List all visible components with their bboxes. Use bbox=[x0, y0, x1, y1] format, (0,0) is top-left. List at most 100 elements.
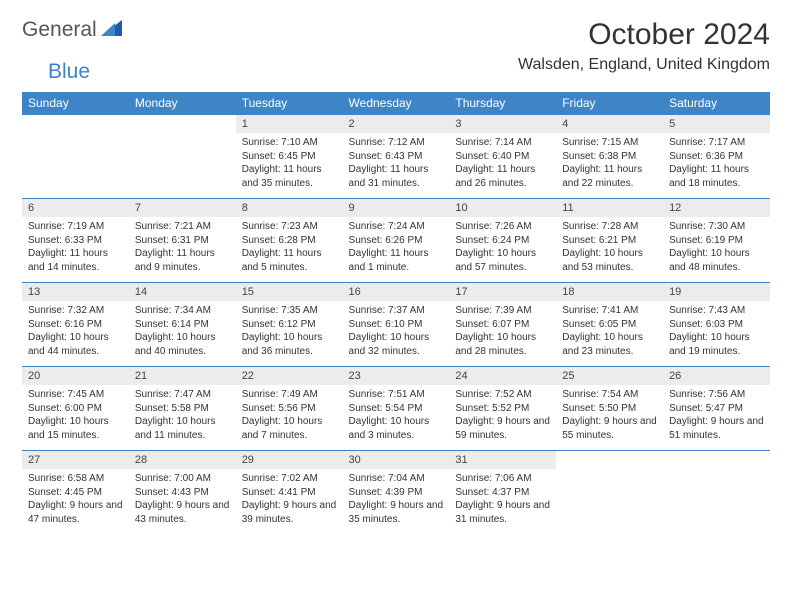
sunrise-text: Sunrise: 7:02 AM bbox=[242, 472, 337, 486]
weekday-header: Sunday bbox=[22, 92, 129, 115]
day-content-cell: Sunrise: 7:19 AMSunset: 6:33 PMDaylight:… bbox=[22, 217, 129, 283]
sunrise-text: Sunrise: 7:21 AM bbox=[135, 220, 230, 234]
sunset-text: Sunset: 4:41 PM bbox=[242, 486, 337, 500]
day-number-cell: 27 bbox=[22, 451, 129, 470]
weekday-header-row: Sunday Monday Tuesday Wednesday Thursday… bbox=[22, 92, 770, 115]
daylight-text: Daylight: 11 hours and 18 minutes. bbox=[669, 163, 764, 190]
calendar-page: General October 2024 Walsden, England, U… bbox=[0, 0, 792, 552]
daylight-text: Daylight: 10 hours and 53 minutes. bbox=[562, 247, 657, 274]
sunrise-text: Sunrise: 7:12 AM bbox=[349, 136, 444, 150]
day-number-cell: 4 bbox=[556, 115, 663, 134]
day-number-cell: 21 bbox=[129, 367, 236, 386]
day-content-cell: Sunrise: 7:24 AMSunset: 6:26 PMDaylight:… bbox=[343, 217, 450, 283]
day-number-cell: 24 bbox=[449, 367, 556, 386]
daylight-text: Daylight: 10 hours and 28 minutes. bbox=[455, 331, 550, 358]
location-label: Walsden, England, United Kingdom bbox=[518, 56, 770, 74]
sunrise-text: Sunrise: 7:24 AM bbox=[349, 220, 444, 234]
day-number-cell: 25 bbox=[556, 367, 663, 386]
day-content-cell: Sunrise: 7:04 AMSunset: 4:39 PMDaylight:… bbox=[343, 469, 450, 534]
daylight-text: Daylight: 10 hours and 19 minutes. bbox=[669, 331, 764, 358]
sunrise-text: Sunrise: 7:14 AM bbox=[455, 136, 550, 150]
daylight-text: Daylight: 11 hours and 22 minutes. bbox=[562, 163, 657, 190]
sunrise-text: Sunrise: 7:43 AM bbox=[669, 304, 764, 318]
sunset-text: Sunset: 5:56 PM bbox=[242, 402, 337, 416]
sunrise-text: Sunrise: 7:32 AM bbox=[28, 304, 123, 318]
day-number-cell: 20 bbox=[22, 367, 129, 386]
logo-text-general: General bbox=[22, 18, 97, 42]
sunset-text: Sunset: 6:10 PM bbox=[349, 318, 444, 332]
day-content-cell bbox=[663, 469, 770, 534]
daylight-text: Daylight: 11 hours and 1 minute. bbox=[349, 247, 444, 274]
sunset-text: Sunset: 6:38 PM bbox=[562, 150, 657, 164]
day-number-cell bbox=[663, 451, 770, 470]
day-number-cell: 29 bbox=[236, 451, 343, 470]
sunrise-text: Sunrise: 7:15 AM bbox=[562, 136, 657, 150]
sunset-text: Sunset: 6:45 PM bbox=[242, 150, 337, 164]
weekday-header: Tuesday bbox=[236, 92, 343, 115]
logo: General bbox=[22, 18, 125, 42]
day-number-cell: 30 bbox=[343, 451, 450, 470]
day-content-cell: Sunrise: 7:37 AMSunset: 6:10 PMDaylight:… bbox=[343, 301, 450, 367]
day-number-cell: 14 bbox=[129, 283, 236, 302]
day-content-row: Sunrise: 7:32 AMSunset: 6:16 PMDaylight:… bbox=[22, 301, 770, 367]
sunrise-text: Sunrise: 7:17 AM bbox=[669, 136, 764, 150]
sunset-text: Sunset: 6:36 PM bbox=[669, 150, 764, 164]
daylight-text: Daylight: 10 hours and 23 minutes. bbox=[562, 331, 657, 358]
day-number-cell: 10 bbox=[449, 199, 556, 218]
sunrise-text: Sunrise: 7:04 AM bbox=[349, 472, 444, 486]
day-content-cell: Sunrise: 7:00 AMSunset: 4:43 PMDaylight:… bbox=[129, 469, 236, 534]
daylight-text: Daylight: 9 hours and 43 minutes. bbox=[135, 499, 230, 526]
sunset-text: Sunset: 5:58 PM bbox=[135, 402, 230, 416]
calendar-table: Sunday Monday Tuesday Wednesday Thursday… bbox=[22, 92, 770, 534]
sunset-text: Sunset: 6:03 PM bbox=[669, 318, 764, 332]
daylight-text: Daylight: 10 hours and 32 minutes. bbox=[349, 331, 444, 358]
daylight-text: Daylight: 11 hours and 26 minutes. bbox=[455, 163, 550, 190]
day-number-cell: 7 bbox=[129, 199, 236, 218]
sunrise-text: Sunrise: 7:45 AM bbox=[28, 388, 123, 402]
day-content-cell: Sunrise: 7:51 AMSunset: 5:54 PMDaylight:… bbox=[343, 385, 450, 451]
day-number-row: 6789101112 bbox=[22, 199, 770, 218]
day-content-row: Sunrise: 7:19 AMSunset: 6:33 PMDaylight:… bbox=[22, 217, 770, 283]
daylight-text: Daylight: 10 hours and 48 minutes. bbox=[669, 247, 764, 274]
day-number-cell: 19 bbox=[663, 283, 770, 302]
sunrise-text: Sunrise: 7:06 AM bbox=[455, 472, 550, 486]
sunrise-text: Sunrise: 7:54 AM bbox=[562, 388, 657, 402]
daylight-text: Daylight: 9 hours and 59 minutes. bbox=[455, 415, 550, 442]
daylight-text: Daylight: 10 hours and 57 minutes. bbox=[455, 247, 550, 274]
sunset-text: Sunset: 6:28 PM bbox=[242, 234, 337, 248]
day-number-cell: 26 bbox=[663, 367, 770, 386]
sunset-text: Sunset: 6:24 PM bbox=[455, 234, 550, 248]
sunset-text: Sunset: 5:54 PM bbox=[349, 402, 444, 416]
daylight-text: Daylight: 9 hours and 35 minutes. bbox=[349, 499, 444, 526]
sunrise-text: Sunrise: 7:26 AM bbox=[455, 220, 550, 234]
sunset-text: Sunset: 6:05 PM bbox=[562, 318, 657, 332]
sunrise-text: Sunrise: 7:52 AM bbox=[455, 388, 550, 402]
sunset-text: Sunset: 6:26 PM bbox=[349, 234, 444, 248]
day-number-cell bbox=[129, 115, 236, 134]
day-number-cell: 6 bbox=[22, 199, 129, 218]
daylight-text: Daylight: 11 hours and 35 minutes. bbox=[242, 163, 337, 190]
sunrise-text: Sunrise: 7:34 AM bbox=[135, 304, 230, 318]
sunset-text: Sunset: 4:45 PM bbox=[28, 486, 123, 500]
weekday-header: Saturday bbox=[663, 92, 770, 115]
sunrise-text: Sunrise: 7:28 AM bbox=[562, 220, 657, 234]
day-number-cell: 31 bbox=[449, 451, 556, 470]
day-content-cell: Sunrise: 7:02 AMSunset: 4:41 PMDaylight:… bbox=[236, 469, 343, 534]
day-number-row: 2728293031 bbox=[22, 451, 770, 470]
day-content-cell: Sunrise: 7:52 AMSunset: 5:52 PMDaylight:… bbox=[449, 385, 556, 451]
day-content-cell: Sunrise: 6:58 AMSunset: 4:45 PMDaylight:… bbox=[22, 469, 129, 534]
sunrise-text: Sunrise: 7:41 AM bbox=[562, 304, 657, 318]
day-number-cell bbox=[22, 115, 129, 134]
title-block: October 2024 Walsden, England, United Ki… bbox=[518, 18, 770, 74]
day-content-cell: Sunrise: 7:39 AMSunset: 6:07 PMDaylight:… bbox=[449, 301, 556, 367]
sunset-text: Sunset: 4:37 PM bbox=[455, 486, 550, 500]
sunrise-text: Sunrise: 7:00 AM bbox=[135, 472, 230, 486]
day-number-cell: 28 bbox=[129, 451, 236, 470]
daylight-text: Daylight: 10 hours and 44 minutes. bbox=[28, 331, 123, 358]
day-content-cell: Sunrise: 7:21 AMSunset: 6:31 PMDaylight:… bbox=[129, 217, 236, 283]
daylight-text: Daylight: 10 hours and 7 minutes. bbox=[242, 415, 337, 442]
daylight-text: Daylight: 9 hours and 39 minutes. bbox=[242, 499, 337, 526]
day-number-cell: 16 bbox=[343, 283, 450, 302]
day-number-cell: 17 bbox=[449, 283, 556, 302]
daylight-text: Daylight: 10 hours and 40 minutes. bbox=[135, 331, 230, 358]
